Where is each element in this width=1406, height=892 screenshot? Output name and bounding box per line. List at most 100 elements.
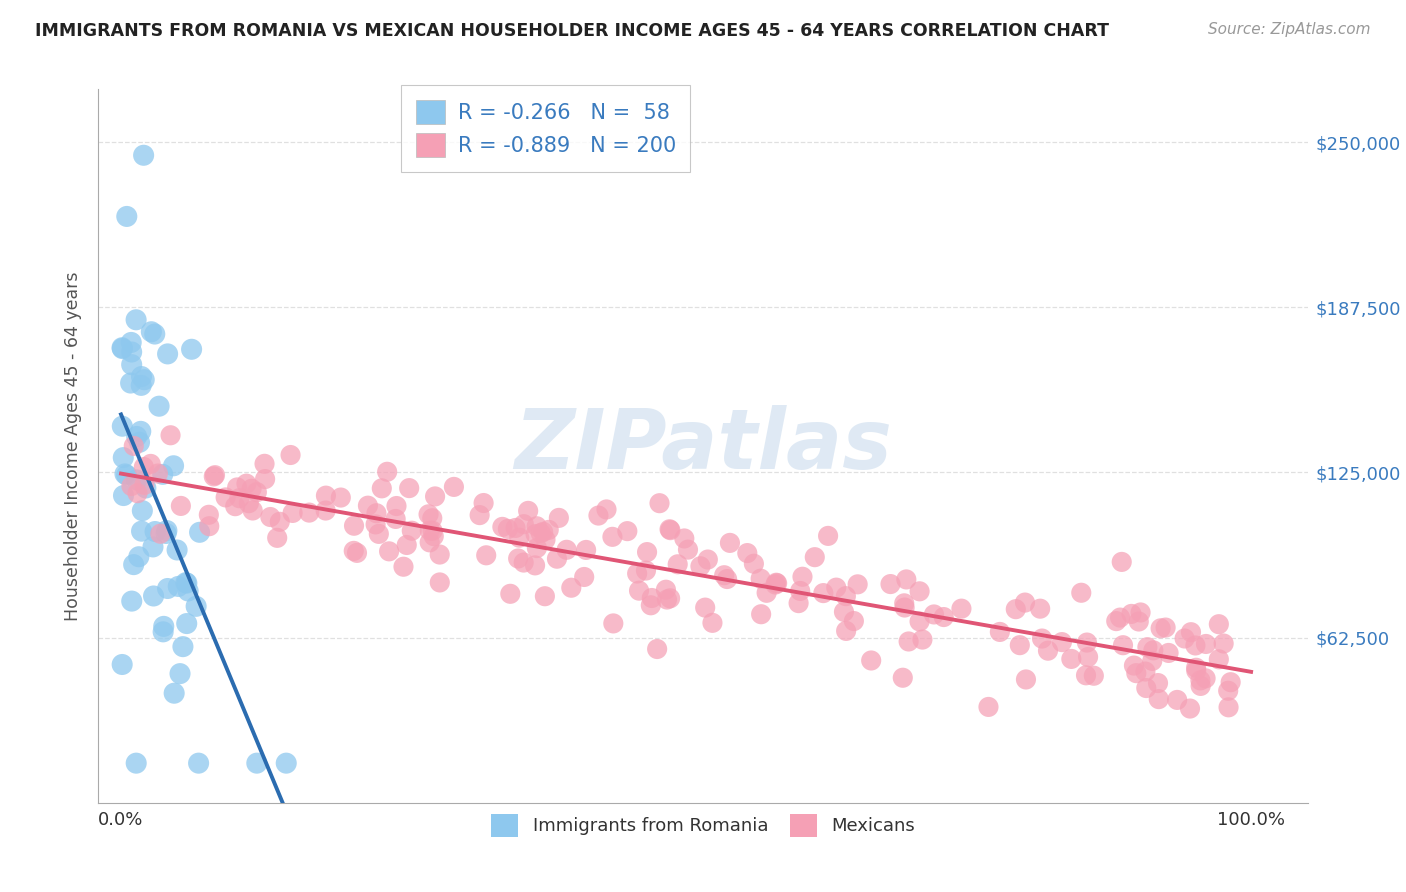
Point xyxy=(1135,681,1157,695)
Point xyxy=(122,439,145,453)
Point xyxy=(364,517,387,532)
Point xyxy=(825,581,848,595)
Point xyxy=(346,546,368,560)
Point xyxy=(162,458,184,473)
Point xyxy=(1194,671,1216,685)
Point xyxy=(187,756,209,771)
Point xyxy=(367,527,389,541)
Point xyxy=(695,600,717,615)
Point xyxy=(204,468,226,483)
Point xyxy=(1031,632,1053,646)
Point xyxy=(149,526,172,541)
Point xyxy=(655,592,678,607)
Point xyxy=(512,556,534,570)
Point xyxy=(1218,700,1240,714)
Point xyxy=(177,584,200,599)
Point xyxy=(513,517,536,532)
Point xyxy=(766,576,789,591)
Point xyxy=(129,378,152,392)
Point xyxy=(343,544,366,558)
Point xyxy=(531,524,554,539)
Point xyxy=(148,399,170,413)
Point xyxy=(121,358,143,372)
Point xyxy=(468,508,491,522)
Point xyxy=(1180,625,1202,640)
Point xyxy=(922,607,945,622)
Point xyxy=(911,632,934,647)
Point xyxy=(1157,646,1180,660)
Point xyxy=(174,575,197,590)
Point xyxy=(111,341,134,355)
Point xyxy=(143,326,166,341)
Point xyxy=(121,345,143,359)
Point xyxy=(1149,621,1171,635)
Point xyxy=(1050,635,1073,649)
Point xyxy=(131,369,153,384)
Point xyxy=(315,503,337,517)
Point xyxy=(214,491,236,505)
Point xyxy=(172,640,194,654)
Point xyxy=(423,490,446,504)
Point xyxy=(366,506,388,520)
Point xyxy=(879,577,901,591)
Point xyxy=(357,499,380,513)
Point xyxy=(602,616,624,631)
Point xyxy=(1036,643,1059,657)
Point xyxy=(398,481,420,495)
Point xyxy=(111,342,134,356)
Point xyxy=(1083,669,1105,683)
Point xyxy=(266,531,288,545)
Point xyxy=(636,545,658,559)
Point xyxy=(246,756,269,771)
Point xyxy=(659,591,682,606)
Point xyxy=(152,624,174,639)
Legend: Immigrants from Romania, Mexicans: Immigrants from Romania, Mexicans xyxy=(484,807,922,844)
Point xyxy=(908,615,931,629)
Point xyxy=(420,511,443,525)
Point xyxy=(765,575,787,590)
Point xyxy=(1123,658,1146,673)
Point xyxy=(132,460,155,475)
Point xyxy=(1189,673,1212,688)
Point xyxy=(375,465,398,479)
Point xyxy=(122,558,145,572)
Point xyxy=(1135,665,1157,679)
Point xyxy=(1218,683,1240,698)
Point xyxy=(1208,652,1230,666)
Point xyxy=(155,526,177,541)
Point xyxy=(1074,668,1097,682)
Point xyxy=(315,489,337,503)
Point xyxy=(128,549,150,564)
Point xyxy=(131,503,153,517)
Point xyxy=(789,583,811,598)
Text: ZIPatlas: ZIPatlas xyxy=(515,406,891,486)
Point xyxy=(188,525,211,540)
Point xyxy=(1004,602,1026,616)
Point xyxy=(246,485,269,500)
Point xyxy=(184,599,207,614)
Point xyxy=(152,467,174,482)
Point xyxy=(115,210,138,224)
Point xyxy=(125,429,148,443)
Point xyxy=(1154,621,1177,635)
Point xyxy=(499,587,522,601)
Point xyxy=(125,312,148,326)
Point xyxy=(1166,693,1188,707)
Point xyxy=(226,480,249,494)
Point xyxy=(716,572,738,586)
Point xyxy=(156,582,179,596)
Point xyxy=(718,536,741,550)
Point xyxy=(1219,675,1241,690)
Point xyxy=(1070,586,1092,600)
Point xyxy=(524,558,547,573)
Point xyxy=(813,586,835,600)
Point xyxy=(1174,632,1197,646)
Point xyxy=(640,599,662,613)
Point xyxy=(517,504,540,518)
Point xyxy=(127,486,149,500)
Point xyxy=(1111,555,1133,569)
Point xyxy=(1184,639,1206,653)
Point xyxy=(832,605,855,619)
Point xyxy=(142,540,165,554)
Point xyxy=(1178,701,1201,715)
